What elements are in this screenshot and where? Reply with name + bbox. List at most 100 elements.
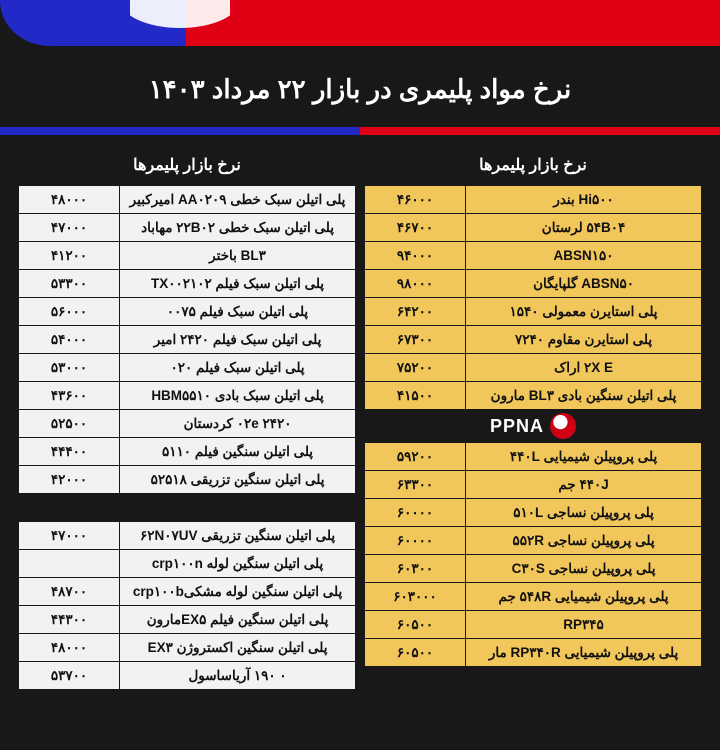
left-column: نرخ بازار پلیمرها پلی اتیلن سبک خطی AA۰۲… <box>18 149 356 690</box>
column-header-right: نرخ بازار پلیمرها <box>364 149 702 185</box>
product-price: ۴۴۴۰۰ <box>19 438 120 466</box>
header-red <box>186 0 720 46</box>
product-price: ۶۳۳۰۰ <box>365 471 466 499</box>
table-row: ABSN۱۵۰۹۴۰۰۰ <box>365 242 702 270</box>
product-price: ۴۶۰۰۰ <box>365 186 466 214</box>
product-price: ۶۰۳۰۰۰ <box>365 583 466 611</box>
product-price: ۵۳۳۰۰ <box>19 270 120 298</box>
product-price: ۵۹۲۰۰ <box>365 443 466 471</box>
product-price: ۶۴۲۰۰ <box>365 298 466 326</box>
product-name: پلی پروپیلن شیمیایی ۵۴۸R جم <box>466 583 702 611</box>
product-price: ۴۱۵۰۰ <box>365 382 466 410</box>
product-name: پلی اتیلن سبک فیلم TX۰۰۲۱۰۲ <box>120 270 356 298</box>
product-price <box>19 550 120 578</box>
product-name: ۰۲e ۲۴۲۰ کردستان <box>120 410 356 438</box>
product-price: ۴۳۶۰۰ <box>19 382 120 410</box>
left-table: پلی اتیلن سبک خطی AA۰۲۰۹ امیرکبیر۴۸۰۰۰پل… <box>18 185 356 690</box>
table-row: پلی پروپیلن شیمیایی ۵۴۸R جم۶۰۳۰۰۰ <box>365 583 702 611</box>
table-row: پلی اتیلن سبک فیلم ۲۴۲۰ امیر۵۴۰۰۰ <box>19 326 356 354</box>
product-price: ۶۰۳۰۰ <box>365 555 466 583</box>
product-name: پلی اتیلن سنگین فیلم EX۵مارون <box>120 606 356 634</box>
product-price: ۴۷۰۰۰ <box>19 522 120 550</box>
ppna-logo: PPNA <box>365 410 701 442</box>
table-row: پلی اتیلن سبک بادی HBM۵۵۱۰۴۳۶۰۰ <box>19 382 356 410</box>
table-row: ۵۴B۰۴ لرستان۴۶۷۰۰ <box>365 214 702 242</box>
product-price: ۶۰۵۰۰ <box>365 639 466 667</box>
product-name: RP۳۴۵ <box>466 611 702 639</box>
product-name: پلی استایرن معمولی ۱۵۴۰ <box>466 298 702 326</box>
product-price: ۶۰۰۰۰ <box>365 527 466 555</box>
product-name: پلی اتیلن سبک فیلم ۰۲۰ <box>120 354 356 382</box>
table-row: ۰ ۱۹۰ آریاساسول۵۳۷۰۰ <box>19 662 356 690</box>
table-row: پلی اتیلن سنگین بادی BL۳ مارون۴۱۵۰۰ <box>365 382 702 410</box>
product-name: پلی اتیلن سنگین فیلم ۵۱۱۰ <box>120 438 356 466</box>
table-row: پلی استایرن مقاوم ۷۲۴۰۶۷۳۰۰ <box>365 326 702 354</box>
product-name: پلی اتیلن سنگین اکستروژن EX۳ <box>120 634 356 662</box>
table-row: پلی اتیلن سبک فیلم ۰۲۰۵۳۰۰۰ <box>19 354 356 382</box>
table-row: پلی پروپیلن شیمیایی RP۳۴۰R مار۶۰۵۰۰ <box>365 639 702 667</box>
product-name: ۴۴۰J جم <box>466 471 702 499</box>
logo-cell: PPNA <box>365 410 702 443</box>
column-header-left: نرخ بازار پلیمرها <box>18 149 356 185</box>
product-price: ۴۱۲۰۰ <box>19 242 120 270</box>
product-price: ۵۲۵۰۰ <box>19 410 120 438</box>
product-name: BL۳ باختر <box>120 242 356 270</box>
blank-cell <box>19 494 356 522</box>
product-name: پلی اتیلن سبک خطی AA۰۲۰۹ امیرکبیر <box>120 186 356 214</box>
product-name: پلی اتیلن سبک خطی ۲۲B۰۲ مهاباد <box>120 214 356 242</box>
product-price: ۷۵۲۰۰ <box>365 354 466 382</box>
product-price: ۴۶۷۰۰ <box>365 214 466 242</box>
product-name: ۲X E اراک <box>466 354 702 382</box>
product-price: ۴۸۰۰۰ <box>19 634 120 662</box>
product-price: ۴۴۳۰۰ <box>19 606 120 634</box>
table-row: ۲X E اراک۷۵۲۰۰ <box>365 354 702 382</box>
product-name: پلی اتیلن سنگین لوله crp۱۰۰n <box>120 550 356 578</box>
table-row: پلی اتیلن سنگین فیلم ۵۱۱۰۴۴۴۰۰ <box>19 438 356 466</box>
product-name: پلی اتیلن سبک فیلم ۰۰۷۵ <box>120 298 356 326</box>
globe-icon <box>550 413 576 439</box>
product-name: پلی اتیلن سنگین بادی BL۳ مارون <box>466 382 702 410</box>
product-price: ۶۰۵۰۰ <box>365 611 466 639</box>
product-price: ۵۳۷۰۰ <box>19 662 120 690</box>
price-tables: نرخ بازار پلیمرها Hi۵۰۰ بندر۴۶۰۰۰۵۴B۰۴ ل… <box>0 149 720 690</box>
table-row: پلی اتیلن سنگین لوله مشکیcrp۱۰۰b۴۸۷۰۰ <box>19 578 356 606</box>
table-row: پلی اتیلن سنگین فیلم EX۵مارون۴۴۳۰۰ <box>19 606 356 634</box>
table-row: پلی اتیلن سبک فیلم TX۰۰۲۱۰۲۵۳۳۰۰ <box>19 270 356 298</box>
table-row: پلی پروپیلن نساجی ۵۵۲R۶۰۰۰۰ <box>365 527 702 555</box>
product-name: پلی استایرن مقاوم ۷۲۴۰ <box>466 326 702 354</box>
table-row: پلی پروپیلن شیمیایی ۴۴۰L۵۹۲۰۰ <box>365 443 702 471</box>
product-name: ABSN۵۰ گلپایگان <box>466 270 702 298</box>
table-row: پلی اتیلن سنگین اکستروژن EX۳۴۸۰۰۰ <box>19 634 356 662</box>
divider-stripe <box>0 127 720 135</box>
table-row: PPNA <box>365 410 702 443</box>
table-row: پلی اتیلن سنگین تزریقی ۶۲N۰۷UV۴۷۰۰۰ <box>19 522 356 550</box>
table-row: پلی استایرن معمولی ۱۵۴۰۶۴۲۰۰ <box>365 298 702 326</box>
table-row: پلی اتیلن سنگین لوله crp۱۰۰n <box>19 550 356 578</box>
product-name: پلی پروپیلن شیمیایی RP۳۴۰R مار <box>466 639 702 667</box>
header-color-bar <box>0 0 720 46</box>
right-table: Hi۵۰۰ بندر۴۶۰۰۰۵۴B۰۴ لرستان۴۶۷۰۰ABSN۱۵۰۹… <box>364 185 702 667</box>
product-price: ۵۶۰۰۰ <box>19 298 120 326</box>
product-name: پلی اتیلن سبک فیلم ۲۴۲۰ امیر <box>120 326 356 354</box>
page-title: نرخ مواد پلیمری در بازار ۲۲ مرداد ۱۴۰۳ <box>0 46 720 127</box>
product-name: ۰ ۱۹۰ آریاساسول <box>120 662 356 690</box>
table-row: RP۳۴۵۶۰۵۰۰ <box>365 611 702 639</box>
table-row: پلی پروپیلن نساجی ۵۱۰L۶۰۰۰۰ <box>365 499 702 527</box>
table-row: ۴۴۰J جم۶۳۳۰۰ <box>365 471 702 499</box>
product-price: ۵۳۰۰۰ <box>19 354 120 382</box>
product-name: Hi۵۰۰ بندر <box>466 186 702 214</box>
table-row: Hi۵۰۰ بندر۴۶۰۰۰ <box>365 186 702 214</box>
table-row: ۰۲e ۲۴۲۰ کردستان۵۲۵۰۰ <box>19 410 356 438</box>
table-row: پلی پروپیلن نساجی C۳۰S۶۰۳۰۰ <box>365 555 702 583</box>
table-row: پلی اتیلن سبک فیلم ۰۰۷۵۵۶۰۰۰ <box>19 298 356 326</box>
product-price: ۴۸۷۰۰ <box>19 578 120 606</box>
product-price: ۵۴۰۰۰ <box>19 326 120 354</box>
product-name: پلی اتیلن سنگین تزریقی ۵۲۵۱۸ <box>120 466 356 494</box>
product-name: ABSN۱۵۰ <box>466 242 702 270</box>
product-name: پلی پروپیلن شیمیایی ۴۴۰L <box>466 443 702 471</box>
product-name: پلی اتیلن سبک بادی HBM۵۵۱۰ <box>120 382 356 410</box>
product-name: پلی اتیلن سنگین تزریقی ۶۲N۰۷UV <box>120 522 356 550</box>
product-price: ۴۷۰۰۰ <box>19 214 120 242</box>
product-price: ۴۸۰۰۰ <box>19 186 120 214</box>
table-row: BL۳ باختر۴۱۲۰۰ <box>19 242 356 270</box>
